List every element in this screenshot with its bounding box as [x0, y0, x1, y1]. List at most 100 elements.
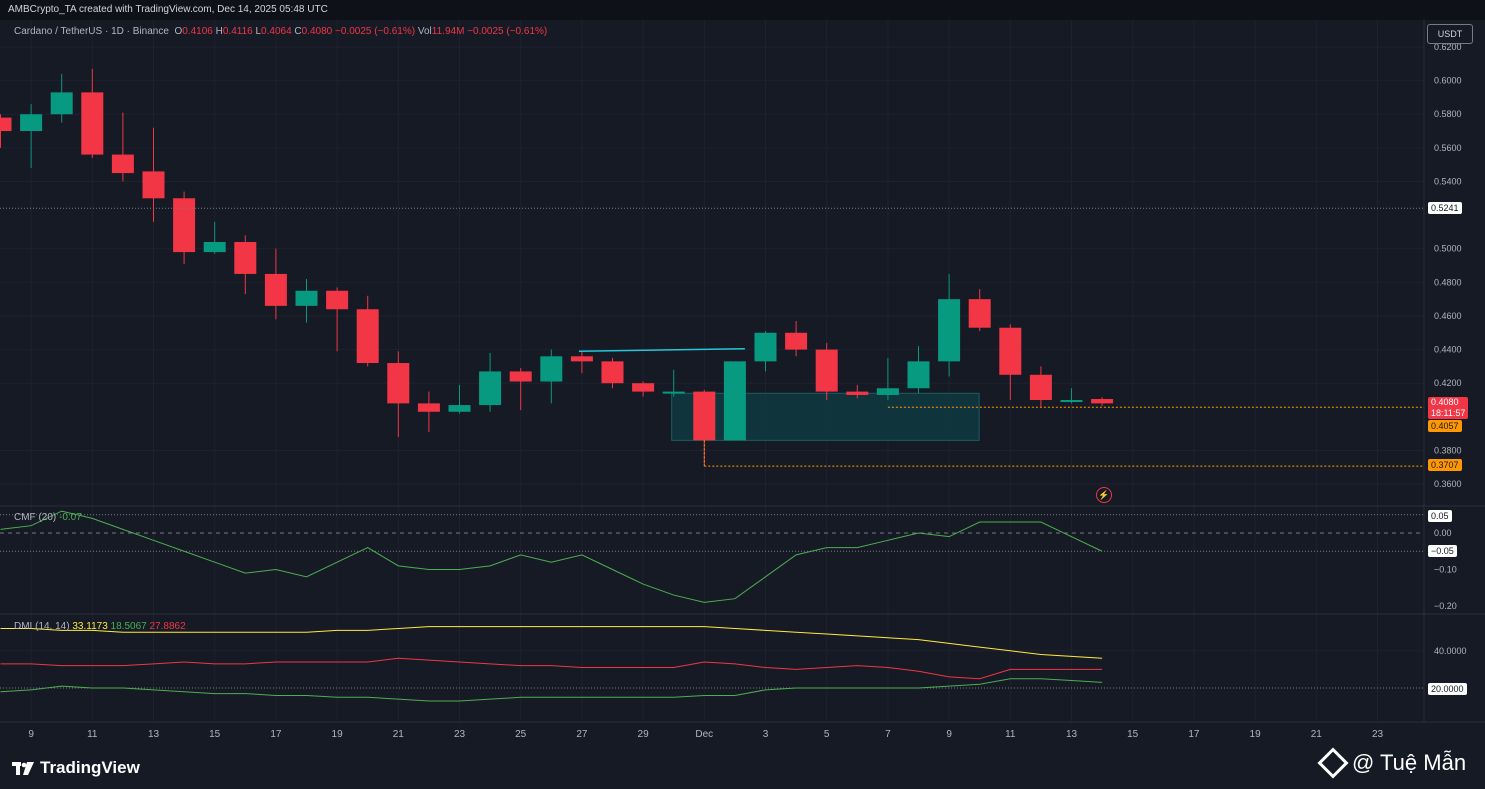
candle-body: [1029, 374, 1052, 401]
adx-value: 33.1173: [72, 621, 108, 632]
cmf-label: CMF (20): [14, 512, 57, 523]
price-tick-label: 0.4800: [1434, 277, 1462, 287]
candle-body: [479, 371, 502, 406]
time-tick-label: 23: [454, 729, 466, 740]
countdown-value: 18:11:57: [1431, 408, 1466, 418]
candle-body: [20, 114, 43, 132]
binance-diamond-icon: [1317, 747, 1349, 779]
candle-body: [81, 92, 104, 155]
top-bar: AMBCrypto_TA created with TradingView.co…: [0, 0, 1485, 20]
time-tick-label: 11: [1005, 729, 1016, 740]
badge-cmf-upper: 0.05: [1428, 510, 1452, 522]
volume-change: −0.0025 (−0.61%): [467, 26, 548, 37]
zone-layer: [671, 392, 980, 441]
cmf-value: -0.07: [59, 512, 82, 523]
time-tick-label: 7: [885, 729, 891, 740]
lightning-icon[interactable]: ⚡: [1096, 487, 1112, 503]
candle-body: [938, 299, 961, 362]
last-price-value: 0.4080: [1431, 397, 1459, 407]
candle-body: [540, 356, 563, 382]
candle-body: [907, 361, 930, 389]
candle-body: [203, 241, 226, 253]
time-tick-label: 23: [1372, 729, 1384, 740]
time-tick-label: 21: [1311, 729, 1323, 740]
candle-body: [754, 332, 777, 362]
time-tick-label: 13: [1066, 729, 1078, 740]
time-tick-label: 21: [393, 729, 405, 740]
change-value: −0.0025 (−0.61%): [335, 26, 416, 37]
candle-body: [846, 391, 869, 395]
time-tick-label: 11: [87, 729, 98, 740]
candle-body: [356, 309, 379, 364]
candle-body: [50, 92, 73, 115]
time-tick-label: 9: [946, 729, 952, 740]
candle-body: [968, 299, 991, 328]
cmf-tick-label: 0.00: [1434, 528, 1452, 538]
volume-value: 11.94M: [431, 26, 465, 37]
candle-body: [326, 290, 349, 310]
candle-body: [693, 391, 716, 441]
close-value: 0.4080: [301, 26, 333, 37]
candle-body: [234, 241, 257, 274]
candle-body: [662, 391, 685, 394]
candle-body: [509, 371, 532, 382]
currency-button[interactable]: USDT: [1427, 24, 1473, 44]
low-value: 0.4064: [261, 26, 292, 37]
price-tick-label: 0.4200: [1434, 378, 1462, 388]
symbol-legend: Cardano / TetherUS · 1D · Binance O0.410…: [14, 26, 548, 37]
dmi-tick-label: 40.0000: [1434, 646, 1467, 656]
time-tick-label: 17: [1188, 729, 1200, 740]
price-tick-label: 0.6000: [1434, 76, 1462, 86]
dmi-label: DMI (14, 14): [14, 621, 70, 632]
candle-body: [417, 403, 440, 412]
plus-di-value: 18.5067: [110, 621, 147, 632]
candle-body: [387, 363, 410, 404]
price-tick-label: 0.3600: [1434, 479, 1462, 489]
candle-body: [999, 327, 1022, 375]
watermark-text: @ Tuệ Mẫn: [1352, 750, 1467, 775]
tradingview-logo[interactable]: TradingView: [12, 758, 140, 778]
demand-zone: [671, 392, 980, 441]
price-tick-label: 0.3800: [1434, 445, 1462, 455]
badge-support-mid: 0.4057: [1428, 420, 1462, 432]
time-tick-label: 25: [515, 729, 527, 740]
price-tick-label: 0.4400: [1434, 345, 1462, 355]
price-tick-label: 0.5000: [1434, 244, 1462, 254]
time-tick-label: 27: [576, 729, 588, 740]
dmi-pane: [0, 626, 1424, 702]
overlays: [0, 207, 1424, 467]
adx-line: [0, 626, 1103, 659]
cmf-tick-label: −0.20: [1434, 601, 1457, 611]
candle-body: [142, 171, 165, 199]
badge-level-top: 0.5241: [1428, 202, 1462, 214]
time-tick-label: 15: [1127, 729, 1139, 740]
candle-body: [876, 388, 899, 395]
badge-support-low: 0.3707: [1428, 459, 1462, 471]
price-tick-label: 0.5800: [1434, 109, 1462, 119]
dmi-legend[interactable]: DMI (14, 14) 33.1173 18.5067 27.8862: [14, 621, 186, 632]
badge-dmi-level: 20.0000: [1428, 683, 1467, 695]
badge-last-price: 0.4080 18:11:57: [1428, 397, 1469, 419]
high-value: 0.4116: [222, 26, 253, 37]
candle-body: [723, 361, 746, 441]
time-tick-label: 17: [270, 729, 282, 740]
credit-text: AMBCrypto_TA created with TradingView.co…: [8, 4, 328, 15]
cmf-pane: [0, 510, 1424, 603]
price-tick-label: 0.5600: [1434, 143, 1462, 153]
badge-cmf-lower: −0.05: [1428, 545, 1457, 557]
price-tick-label: 0.5400: [1434, 176, 1462, 186]
time-tick-label: Dec: [695, 729, 713, 740]
candle-body: [295, 290, 318, 306]
axis-layer: 0.6200 0.6000 0.5800 0.5600 0.5400 0.5000 0.48…: [28, 42, 1466, 740]
candle-body: [448, 405, 471, 412]
minus-di-value: 27.8862: [149, 621, 186, 632]
grid: [0, 20, 1485, 723]
author-watermark: @ Tuệ Mẫn: [1317, 747, 1467, 779]
time-tick-label: 3: [763, 729, 769, 740]
candle-body: [1060, 400, 1083, 403]
cmf-legend[interactable]: CMF (20) -0.07: [14, 512, 82, 523]
candle-body: [815, 349, 838, 392]
candles: [0, 68, 1114, 466]
time-tick-label: 9: [28, 729, 34, 740]
